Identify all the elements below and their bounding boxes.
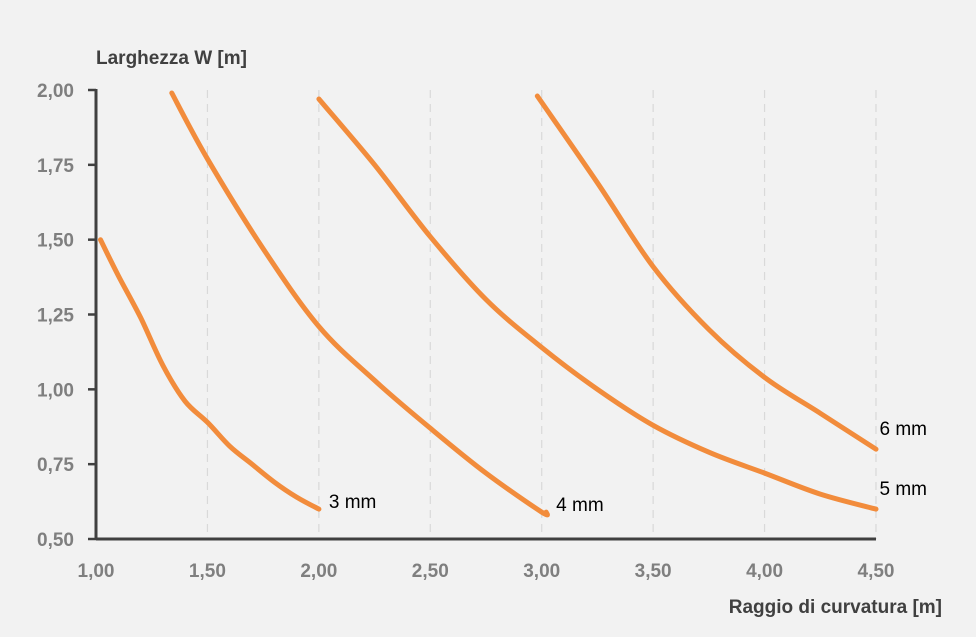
y-tick-label: 0,50 (37, 530, 74, 551)
x-tick-label: 2,50 (412, 561, 449, 582)
labels: 1,00 1,50 2,00 2,50 3,00 3,50 4,00 4,50 0,50 0,75… (37, 81, 927, 582)
grid (206, 90, 877, 539)
y-tick-label: 1,75 (37, 156, 74, 177)
series-label: 5 mm (880, 479, 928, 500)
x-tick-label: 1,00 (78, 561, 115, 582)
y-tick-label: 1,25 (37, 306, 74, 327)
x-tick-label: 3,50 (635, 561, 672, 582)
series-line (169, 90, 550, 518)
x-tick-label: 4,00 (746, 561, 783, 582)
series-label: 3 mm (329, 492, 377, 513)
x-tick-label: 3,00 (523, 561, 560, 582)
series-line (316, 96, 879, 512)
x-tick-label: 4,50 (858, 561, 895, 582)
series-group (98, 90, 879, 518)
x-tick-label: 1,50 (189, 561, 226, 582)
x-axis-title: Raggio di curvatura [m] (729, 597, 942, 618)
y-tick-label: 1,00 (37, 380, 74, 401)
series-label: 4 mm (556, 495, 604, 516)
y-tick-label: 1,50 (37, 231, 74, 252)
x-tick-label: 2,00 (300, 561, 337, 582)
y-tick-label: 0,75 (37, 455, 74, 476)
y-tick-label: 2,00 (37, 81, 74, 102)
series-line (98, 237, 322, 512)
y-axis-title: Larghezza W [m] (96, 48, 247, 69)
axes (88, 88, 876, 541)
series-line (534, 93, 879, 452)
series-label: 6 mm (880, 419, 928, 440)
